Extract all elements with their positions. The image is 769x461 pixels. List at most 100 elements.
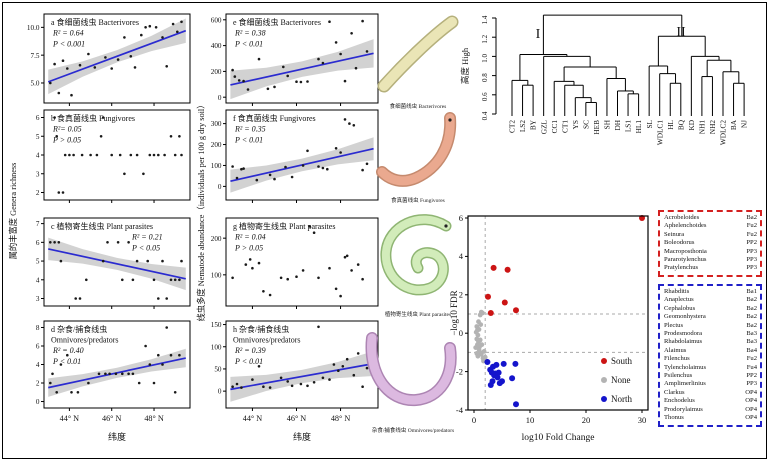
data-point [257, 57, 261, 61]
data-point [299, 382, 303, 386]
y-tick-label: 3 [36, 170, 40, 178]
data-point [317, 325, 320, 329]
leaf-label: NJ [740, 120, 749, 128]
x-tick-label: 46° N [102, 414, 122, 423]
y-tick-label: 7 [36, 220, 40, 228]
data-point [295, 80, 298, 83]
data-point [178, 278, 181, 282]
p-value-label: P < 0.01 [234, 136, 263, 145]
data-point [286, 277, 289, 281]
data-point [306, 149, 309, 153]
data-point [53, 116, 56, 119]
data-point [273, 85, 276, 89]
regression-line [47, 29, 187, 83]
data-point [157, 153, 160, 157]
panel-border [43, 217, 191, 307]
data-point [110, 67, 113, 70]
data-point [350, 269, 353, 272]
data-point [87, 381, 90, 385]
feeding-group-code: OP4 [745, 388, 757, 396]
x-tick-label: 20 [582, 415, 591, 425]
data-point [266, 87, 270, 91]
y-tick-label: 1.2 [481, 34, 489, 43]
volcano-point-south [501, 299, 508, 306]
data-point [114, 372, 118, 376]
data-point [51, 372, 54, 376]
y-tick-label: 6 [36, 239, 40, 247]
data-point [262, 290, 265, 293]
panel-title: c 植物寄生线虫 Plant parasites [51, 221, 153, 231]
x-tick-label: 48° N [331, 414, 351, 423]
data-point [248, 258, 252, 261]
panel-title: d 杂食/捕食线虫 [51, 324, 107, 334]
plant-parasite-worm-drawing [380, 214, 452, 296]
legend-swatch-north [601, 396, 607, 402]
feeding-group-code: PP3 [746, 264, 757, 272]
panel-title: Omnivores/predators [51, 336, 119, 345]
leaf-label: CT1 [560, 120, 569, 133]
leaf-label: SL [645, 119, 654, 128]
data-point [129, 55, 133, 58]
data-point [72, 153, 75, 157]
data-point [321, 61, 325, 65]
r-squared-label: R²= 0.05 [52, 125, 82, 134]
data-point [334, 41, 338, 44]
panel-title: e 食细菌线虫 Bacterivores [233, 17, 321, 27]
data-point [328, 378, 331, 381]
genus-name: Clarkus [664, 388, 685, 396]
data-point [255, 178, 259, 182]
leaf-label: CC1 [550, 120, 559, 134]
data-point [337, 369, 340, 373]
leaf-label: LS1 [624, 120, 633, 133]
feeding-group-code: Ba2 [746, 304, 757, 312]
volcano-point-north [512, 360, 519, 367]
data-point [244, 263, 248, 266]
y-axis-title: 高度 High [460, 47, 470, 84]
y-tick-label: 150 [211, 321, 222, 329]
x-axis-title: 纬度 [108, 431, 126, 442]
data-point [326, 167, 329, 171]
feeding-group-code: Ba2 [746, 296, 757, 304]
data-point [301, 269, 305, 272]
data-point [55, 391, 58, 394]
genus-row: Plectus Ba2 [664, 322, 757, 330]
data-point [246, 88, 250, 91]
data-point [343, 255, 347, 259]
genus-row: Pararotylenchus PP3 [664, 256, 757, 264]
data-point [284, 165, 287, 169]
volcano-point-none [474, 351, 480, 356]
plot-border [467, 215, 649, 411]
worm-caption: 食细菌线虫 Bacterivores [389, 104, 447, 110]
data-point [173, 278, 177, 282]
r-squared-label: R² = 0.64 [52, 29, 84, 38]
data-point [365, 366, 369, 370]
data-point [66, 353, 69, 357]
y-tick-label: 4 [36, 152, 40, 160]
data-point [334, 287, 338, 291]
cluster-label-two: II [676, 25, 686, 40]
leaf-label: KD [687, 120, 696, 131]
data-point [306, 80, 309, 83]
data-point [361, 277, 364, 281]
worm-caption: 杂食/捕食线虫 Omnivores/predators [371, 428, 455, 434]
y-tick-label: 0 [36, 398, 40, 406]
r-squared-label: R² = 0.35 [234, 125, 266, 134]
legend-swatch-none [601, 377, 607, 383]
genus-name: Plectus [664, 321, 684, 329]
data-point [257, 365, 261, 368]
volcano-point-none [482, 354, 488, 360]
data-point [251, 266, 254, 270]
genus-name: Aphelenchoides [664, 222, 707, 230]
regression-line [230, 362, 374, 391]
data-point [178, 353, 181, 357]
genus-name: Filenchus [664, 355, 690, 363]
data-point [290, 175, 294, 179]
feeding-group-code: Ba4 [746, 346, 757, 354]
data-point [101, 116, 105, 119]
x-tick-label: 44° N [243, 414, 263, 423]
y-tick-label: 100 [211, 271, 222, 279]
leaf-label: WDLC2 [719, 120, 728, 145]
data-point [332, 363, 336, 366]
x-tick-label: 10 [526, 415, 535, 425]
bacterivore-worm-figure: 食细菌线虫 Bacterivores [372, 12, 464, 110]
